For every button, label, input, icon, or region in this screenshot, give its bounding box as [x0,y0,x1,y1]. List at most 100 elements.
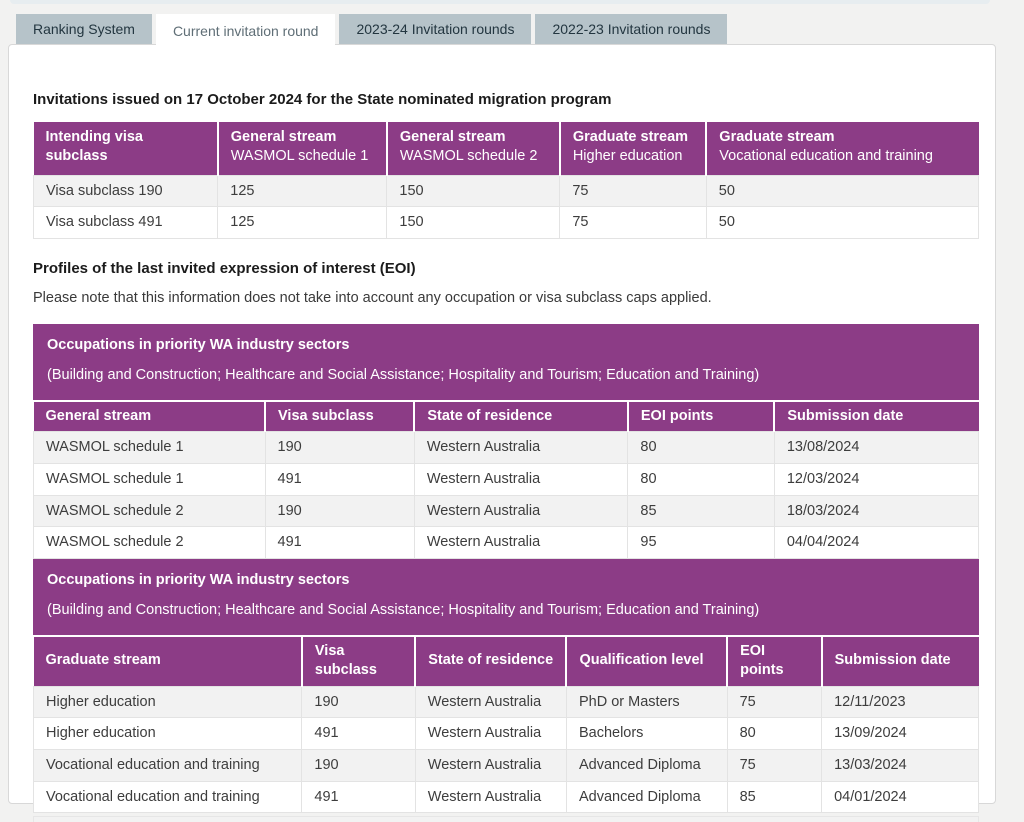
table-cell: 04/04/2024 [773,526,980,559]
column-header-qualification-level: Qualification level [566,636,729,687]
table-cell: Visa subclass 491 [32,206,219,239]
table-row: WASMOL schedule 1 491 Western Australia 80 1… [33,462,980,496]
tab-bar: Ranking System Current invitation round … [16,14,728,48]
column-header-state-of-residence: State of residence [415,636,568,687]
table-cell: Higher education [32,685,303,719]
table-cell: 13/09/2024 [821,717,979,751]
table-row: Higher education 190 Western Australia PhD … [32,685,979,719]
table-cell: 125 [217,174,388,208]
table-row: Higher education 491 Western Australia Bach… [32,717,979,751]
table-cell: 95 [627,526,775,559]
column-header-line: Vocational education and training [719,148,933,165]
column-header-line: General stream [230,128,337,145]
column-header-graduate-stream-vet: Graduate stream Vocational education and… [706,121,979,176]
banner-subtitle: (Building and Construction; Healthcare a… [47,367,760,384]
table-cell: 50 [705,174,980,208]
table-cell: WASMOL schedule 2 [33,526,266,559]
table-cell: Visa subclass 190 [32,174,219,208]
table-cell: Vocational education and training [32,749,303,782]
column-header-graduate-stream-higher-ed: Graduate stream Higher education [559,121,708,176]
column-header-line: Graduate stream [572,128,689,145]
table-cell: 85 [726,780,823,814]
table-cell: 12/03/2024 [773,462,980,496]
column-header-line: Higher education [572,148,683,165]
table-cell: Western Australia [414,749,567,782]
invitations-heading: Invitations issued on 17 October 2024 fo… [33,91,612,108]
general-stream-banner: Occupations in priority WA industry sect… [33,323,979,400]
tab-ranking-system[interactable]: Ranking System [16,14,152,44]
table-header-row: Graduate stream Visa subclass State of r… [33,636,979,687]
table-cell: Western Australia [413,462,629,496]
column-header-eoi-points: EOI points [627,401,776,432]
table-cell: 75 [559,206,707,239]
table-cell: Western Australia [413,494,629,528]
table-row: WASMOL schedule 2 190 Western Australia 85 1… [33,494,980,528]
table-cell: 491 [301,780,416,814]
table-cell: 125 [217,206,388,239]
table-header-row: General stream Visa subclass State of re… [33,401,979,432]
column-header-intending-visa-subclass: Intending visa subclass [33,121,219,176]
general-stream-table: General stream Visa subclass State of re… [33,401,980,559]
column-header-state-of-residence: State of residence [414,401,629,432]
table-row: WASMOL schedule 2 491 Western Australia 95 0… [33,526,980,559]
table-cell: Western Australia [413,431,629,464]
table-row: Vocational education and training 190 West… [32,749,979,782]
tab-content-panel: Invitations issued on 17 October 2024 fo… [8,44,996,822]
column-header-graduate-stream: Graduate stream [33,636,303,687]
table-cell: 18/03/2024 [773,494,980,528]
column-header-general-stream: General stream [33,401,267,432]
table-cell: Western Australia [413,526,629,559]
table-cell: 80 [726,717,823,751]
tab-2023-24-invitation-rounds[interactable]: 2023-24 Invitation rounds [339,14,532,44]
column-header-line: Graduate stream [719,128,835,145]
table-header-row: Intending visa subclass General stream W… [33,121,979,176]
tab-2022-23-invitation-rounds[interactable]: 2022-23 Invitation rounds [535,14,728,44]
table-cell: 12/11/2023 [821,685,979,719]
column-header-line: General stream [399,128,506,145]
table-cell: 80 [627,462,775,496]
table-cell: Western Australia [414,717,567,751]
table-cell: 190 [264,494,415,528]
next-row-partial [33,816,979,822]
table-cell: WASMOL schedule 1 [33,431,266,464]
table-cell: Western Australia [414,780,567,814]
column-header-visa-subclass: Visa subclass [301,636,417,687]
graduate-stream-table: Graduate stream Visa subclass State of r… [32,636,979,814]
tab-current-invitation-round[interactable]: Current invitation round [155,14,336,48]
table-cell: Higher education [32,717,303,751]
banner-subtitle: (Building and Construction; Healthcare a… [47,602,760,619]
column-header-submission-date: Submission date [774,401,979,432]
column-header-eoi-points: EOI points [727,636,823,687]
table-cell: 190 [264,431,415,464]
table-cell: 75 [559,174,707,208]
column-header-general-stream-wasmol-2: General stream WASMOL schedule 2 [386,121,561,176]
table-row: WASMOL schedule 1 190 Western Australia 80 1… [33,431,980,464]
banner-title: Occupations in priority WA industry sect… [47,336,350,353]
table-cell: 13/08/2024 [773,431,980,464]
column-header-visa-subclass: Visa subclass [265,401,416,432]
table-cell: 85 [627,494,775,528]
table-cell: 50 [705,206,980,239]
column-header-line: WASMOL schedule 1 [230,148,369,165]
profiles-note: Please note that this information does n… [33,290,712,307]
column-header-general-stream-wasmol-1: General stream WASMOL schedule 1 [217,121,388,176]
column-header-submission-date: Submission date [821,636,979,687]
graduate-stream-banner: Occupations in priority WA industry sect… [33,558,979,635]
table-cell: 75 [726,749,823,782]
table-row: Visa subclass 190 125 150 75 50 [32,174,980,208]
table-cell: 491 [264,526,415,559]
table-cell: 491 [264,462,415,496]
column-header-line: WASMOL schedule 2 [399,148,538,165]
table-cell: Bachelors [565,717,728,751]
table-cell: WASMOL schedule 2 [33,494,266,528]
table-row: Vocational education and training 491 West… [32,780,979,814]
table-cell: 190 [301,685,416,719]
table-cell: WASMOL schedule 1 [33,462,266,496]
table-cell: 150 [386,206,561,239]
table-cell: 80 [627,431,775,464]
table-cell: 04/01/2024 [821,780,979,814]
table-cell: 13/03/2024 [821,749,979,782]
table-cell: Advanced Diploma [565,749,728,782]
column-header-line: Intending visa subclass [45,128,144,165]
table-cell: Vocational education and training [32,780,303,814]
